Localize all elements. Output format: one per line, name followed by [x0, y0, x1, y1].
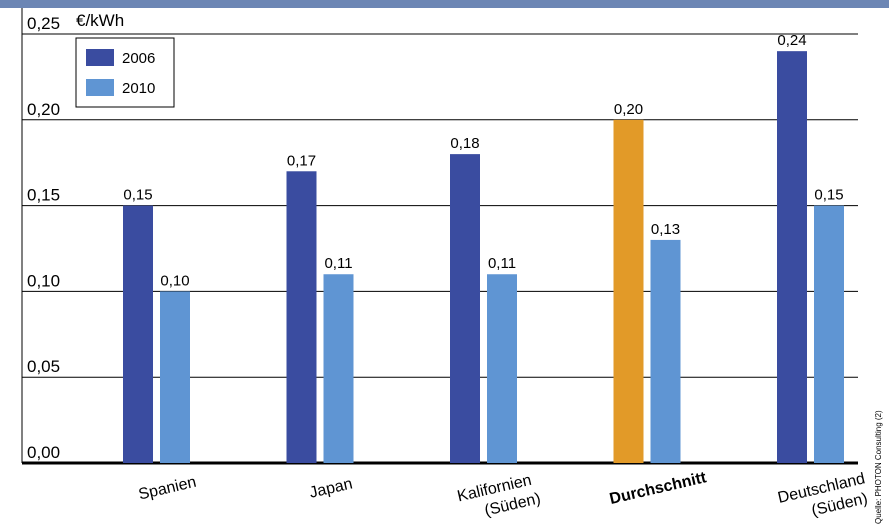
x-tick-label-line: Durchschnitt — [608, 469, 709, 508]
y-tick-label: 0,05 — [27, 357, 60, 376]
data-label: 0,10 — [160, 272, 189, 289]
x-tick-label: Deutschland(Süden) — [776, 470, 869, 519]
bar-2010-0 — [160, 291, 190, 463]
bar-2010-4 — [814, 205, 844, 463]
data-label: 0,13 — [651, 221, 680, 238]
x-tick-label-line: Japan — [308, 475, 354, 501]
bar-2010-1 — [323, 274, 354, 463]
header-bar — [0, 0, 889, 8]
data-label: 0,15 — [123, 187, 152, 204]
legend-swatch-2010 — [86, 79, 114, 96]
data-label: 0,17 — [287, 152, 316, 169]
value-labels: 0,15 0,10 0,17 0,11 0,18 0,11 0,20 0,13 0,24 0,15 — [123, 32, 843, 289]
bar-2006-0 — [123, 205, 153, 463]
category-labels: Spanien Japan Kalifornien(Süden) Durchschni… — [137, 469, 869, 520]
y-tick-label: 0,25 — [27, 14, 60, 33]
legend: 2006 2010 — [75, 37, 175, 108]
x-tick-label-line: Spanien — [137, 474, 198, 504]
data-label: 0,15 — [814, 187, 843, 204]
bar-2006-1 — [286, 171, 317, 463]
x-tick-label: Spanien — [137, 474, 198, 504]
bars — [123, 51, 844, 464]
x-tick-label: Japan — [308, 475, 354, 501]
data-label: 0,20 — [614, 101, 643, 118]
x-tick-label: Durchschnitt — [608, 469, 709, 508]
data-label: 0,18 — [450, 135, 479, 152]
bar-2010-3 — [650, 239, 681, 463]
data-label: 0,11 — [488, 255, 516, 272]
y-tick-label: 0,15 — [27, 186, 60, 205]
legend-swatch-2006 — [86, 49, 114, 66]
y-tick-label: 0,20 — [27, 100, 60, 119]
bar-2006-3 — [613, 119, 644, 464]
y-tick-label: 0,10 — [27, 271, 60, 290]
bar-2006-4 — [777, 51, 807, 463]
x-tick-label: Kalifornien(Süden) — [456, 472, 543, 520]
y-tick-label: 0,00 — [27, 443, 60, 462]
data-label: 0,11 — [324, 255, 352, 272]
source-credit: Quelle: PHOTON Consulting (2) — [874, 410, 883, 524]
data-label: 0,24 — [777, 32, 806, 49]
legend-label-2010: 2010 — [122, 80, 155, 97]
legend-label-2006: 2006 — [122, 50, 155, 67]
y-unit-label: €/kWh — [76, 11, 124, 30]
bar-2010-2 — [487, 274, 517, 463]
bar-2006-2 — [450, 154, 480, 463]
